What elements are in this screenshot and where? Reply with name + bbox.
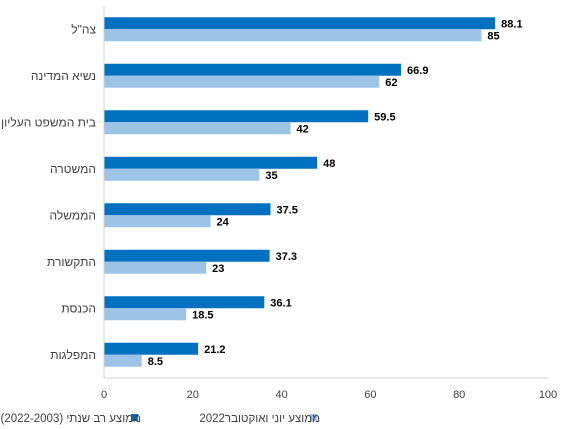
legend-swatch-series-1 [131,414,138,421]
data-label: 18.5 [192,309,213,321]
legend-label-series-1: ממוצע רב שנתי (2022-2003) [1,413,142,425]
category-label: המשטרה [50,162,96,176]
data-label: 21.2 [204,344,225,356]
bar-series-2 [104,215,211,228]
bar-series-2 [104,29,482,42]
bar-series-1 [104,342,199,355]
data-label: 88.1 [501,18,522,30]
data-label: 37.3 [276,251,297,263]
bar-series-1 [104,17,496,30]
x-tick-label: 40 [275,389,287,401]
x-tick-label: 100 [539,389,557,401]
category-label: בית המשפט העליון [1,115,96,129]
legend-swatch-series-2 [310,414,317,421]
data-label: 42 [296,123,308,135]
data-label: 35 [265,170,277,182]
plot-area: 88.185 66.9 62 59.5 42 48 35 37.5 24 37.3 23 36.1 18… [104,17,523,368]
data-label: 36.1 [270,297,291,309]
x-tick-label: 20 [187,389,199,401]
category-label: המפלגות [50,348,96,362]
data-label: 23 [212,263,224,275]
category-label: הממשלה [50,208,96,222]
legend-label-series-2: ממוצע יוני ואוקטובר2022 [199,413,320,425]
bar-series-2 [104,354,142,367]
bar-series-1 [104,203,271,216]
data-label: 37.5 [277,204,298,216]
x-tick-label: 0 [101,389,107,401]
bar-series-1 [104,63,402,76]
data-label: 59.5 [374,111,395,123]
category-label: הכנסת [61,301,96,315]
data-label: 24 [217,216,230,228]
category-label: נשיא המדינה [31,69,96,83]
data-label: 66.9 [407,65,428,77]
x-tick-label: 60 [364,389,376,401]
bar-series-1 [104,296,265,309]
x-axis: 0 20 40 60 80 100 [101,6,557,401]
category-label: צה"ל [71,22,96,36]
bar-series-2 [104,75,380,88]
x-tick-label: 80 [453,389,465,401]
category-label: התקשורת [47,255,96,269]
bar-series-2 [104,168,260,181]
bar-series-2 [104,308,187,321]
bar-series-2 [104,261,207,274]
category-labels: צה"ל נשיא המדינה בית המשפט העליון המשטרה הממ… [1,22,96,362]
bar-series-1 [104,249,270,262]
data-label: 48 [323,158,335,170]
bar-series-1 [104,110,369,123]
bar-series-2 [104,122,291,135]
data-label: 8.5 [148,356,163,368]
legend: ממוצע רב שנתי (2022-2003) ממוצע יוני ואוק… [1,413,321,425]
data-label: 62 [385,77,397,89]
bar-series-1 [104,156,318,169]
data-label: 85 [487,30,499,42]
